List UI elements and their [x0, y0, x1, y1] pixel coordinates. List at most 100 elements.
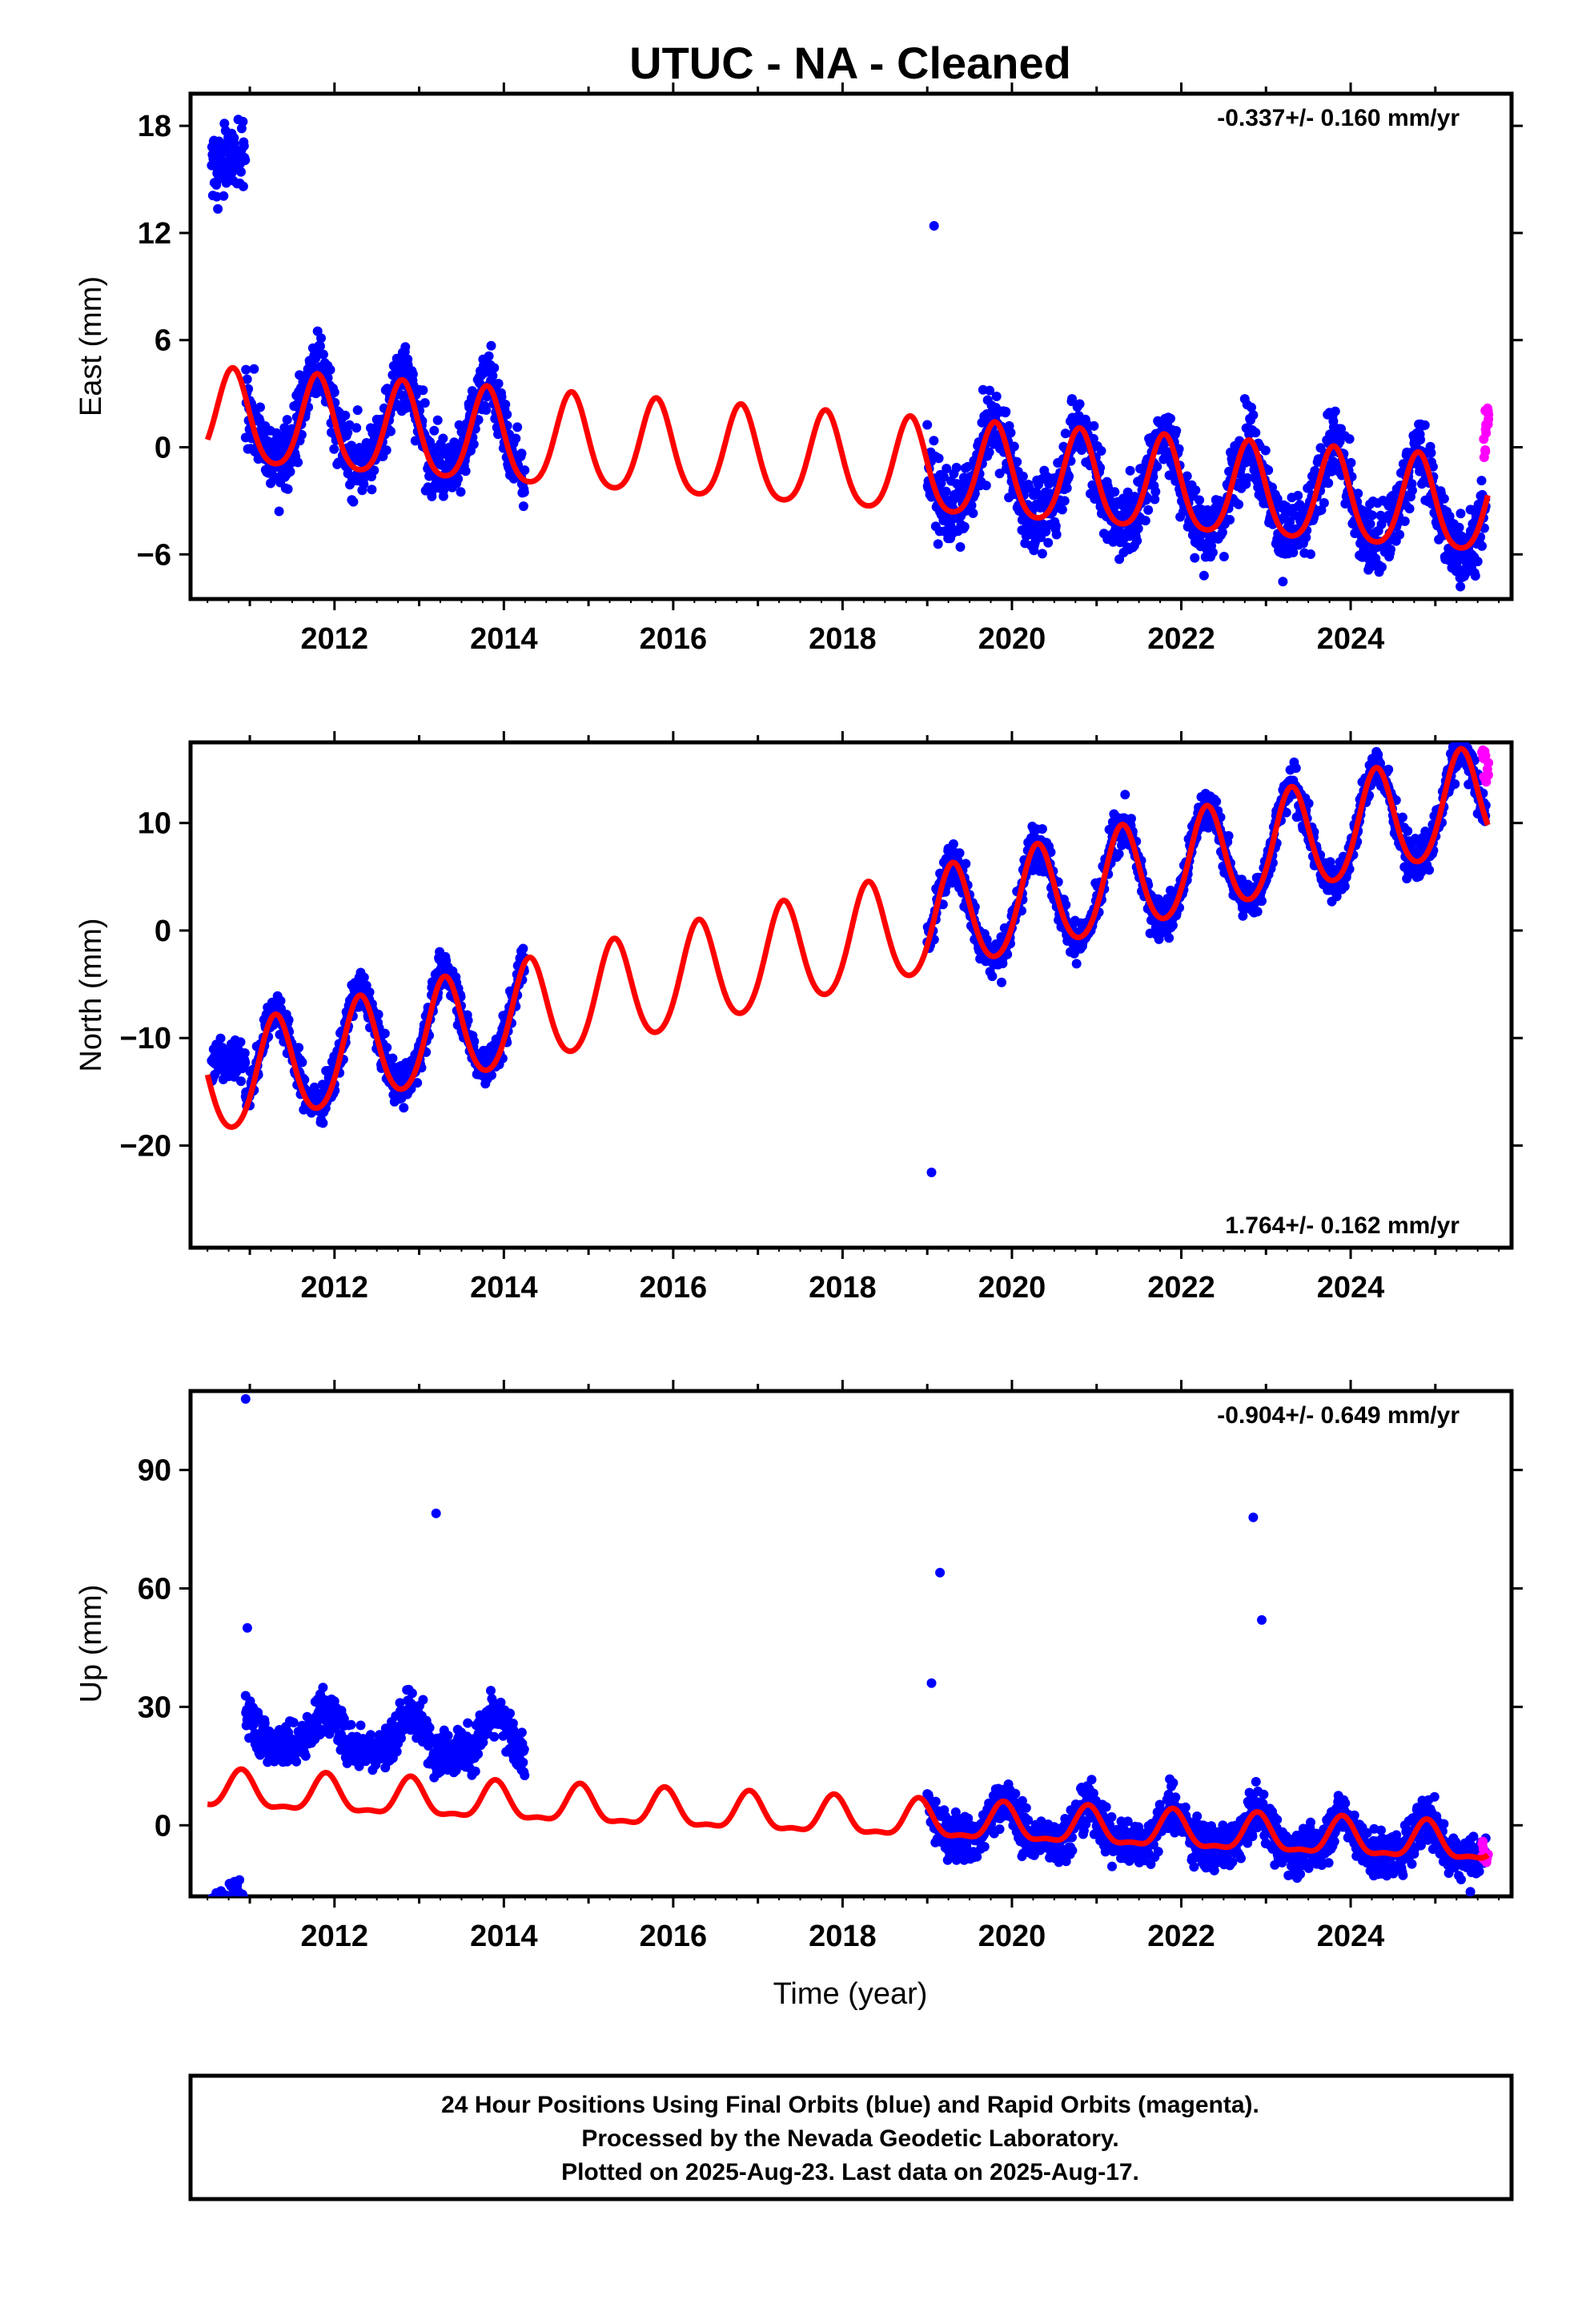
north-y-tick-label: 10: [138, 807, 171, 841]
east-data-point: [432, 415, 443, 425]
east-data-point: [1456, 581, 1466, 592]
east-y-tick-label: 6: [155, 324, 171, 358]
up-data-point: [230, 1912, 239, 1922]
north-data-point: [1447, 729, 1457, 738]
north-data-point: [1383, 764, 1394, 774]
east-data-point: [1125, 465, 1135, 476]
up-data-point: [215, 1912, 224, 1922]
up-data-point: [212, 1901, 222, 1911]
east-data-point: [512, 422, 523, 432]
east-data-point: [238, 116, 248, 127]
east-data-point: [1001, 407, 1011, 416]
north-data-point: [1397, 812, 1407, 822]
east-data-point: [381, 445, 391, 456]
east-data-point: [1059, 496, 1070, 506]
up-data-point: [239, 1900, 248, 1909]
east-data-point: [1353, 489, 1363, 499]
north-data-point: [954, 848, 965, 858]
east-data-point: [1219, 552, 1229, 561]
east-data-point: [229, 139, 239, 149]
east-data-point: [241, 364, 251, 375]
up-data-point: [219, 1911, 229, 1920]
up-data-point: [217, 1908, 227, 1918]
east-data-point: [1234, 499, 1244, 509]
east-data-point: [438, 433, 448, 444]
east-data-point: [274, 506, 284, 517]
east-data-point: [1407, 485, 1417, 496]
up-data-point: [228, 1924, 238, 1933]
north-data-point: [297, 1057, 307, 1068]
east-data-point: [1323, 478, 1334, 489]
east-data-point: [481, 405, 492, 415]
east-data-point: [1050, 521, 1061, 531]
east-data-point: [511, 433, 521, 444]
east-data-point: [369, 465, 379, 476]
east-data-point: [1088, 433, 1098, 444]
north-data-point: [382, 1043, 392, 1053]
east-data-point: [239, 141, 249, 151]
east-data-point: [1150, 486, 1161, 497]
east-rapid-point: [1484, 409, 1494, 420]
east-data-point: [325, 364, 335, 375]
east-data-point: [352, 405, 363, 416]
east-data-point: [1301, 533, 1311, 543]
east-data-point: [1476, 476, 1487, 486]
east-rapid-point: [1483, 419, 1493, 429]
east-data-point: [238, 181, 248, 191]
north-data-point: [236, 1076, 246, 1087]
up-data-point: [208, 1899, 218, 1908]
east-data-point: [486, 340, 496, 351]
east-data-point: [496, 392, 507, 402]
up-data-point: [215, 1904, 225, 1913]
up-final-points: [207, 1393, 1493, 1936]
east-data-point: [934, 453, 944, 464]
east-data-point: [400, 342, 411, 352]
east-data-point: [1018, 471, 1028, 481]
east-final-points: [207, 115, 1494, 592]
east-data-point: [456, 487, 466, 497]
up-data-point: [223, 1904, 233, 1913]
east-data-point: [453, 474, 464, 484]
east-data-point: [1472, 557, 1483, 567]
north-data-point: [1114, 849, 1124, 859]
north-rapid-point: [1477, 747, 1488, 758]
east-data-point: [985, 385, 995, 396]
north-data-point: [1037, 824, 1047, 834]
east-data-point: [236, 167, 246, 177]
figure-title: UTUC - NA - Cleaned: [629, 38, 1071, 88]
east-rapid-point: [1480, 445, 1491, 455]
east-data-point: [1330, 406, 1340, 416]
up-data-point: [236, 1913, 246, 1923]
east-data-point: [942, 464, 952, 474]
up-data-point: [236, 1900, 246, 1910]
east-x-tick-label: 2024: [1317, 622, 1385, 656]
north-data-point: [1164, 933, 1174, 943]
east-data-point: [1470, 571, 1480, 581]
north-data-point: [215, 1033, 226, 1043]
east-data-point: [318, 349, 328, 360]
east-data-point: [1057, 505, 1067, 515]
east-data-point: [420, 398, 430, 408]
east-data-point: [1152, 461, 1162, 472]
east-data-point: [285, 467, 295, 476]
east-data-point: [329, 387, 339, 397]
east-data-point: [460, 466, 471, 476]
north-data-point: [240, 1057, 251, 1068]
east-data-point: [1367, 510, 1377, 521]
up-data-point: [222, 1927, 231, 1936]
north-x-tick-label: 2014: [470, 1271, 538, 1305]
east-axis-label: East (mm): [74, 276, 108, 416]
up-data-point: [219, 1916, 228, 1925]
east-data-point: [1195, 495, 1205, 505]
up-data-point: [210, 1917, 219, 1927]
north-data-point: [987, 971, 998, 982]
east-data-point: [933, 539, 943, 549]
east-data-point: [1288, 547, 1299, 557]
north-axis-label: North (mm): [74, 918, 108, 1072]
north-data-point: [275, 995, 286, 1006]
up-data-point: [231, 1920, 240, 1929]
north-data-point: [412, 1078, 423, 1088]
east-data-point: [518, 501, 528, 512]
east-y-tick-label: 18: [138, 110, 171, 143]
